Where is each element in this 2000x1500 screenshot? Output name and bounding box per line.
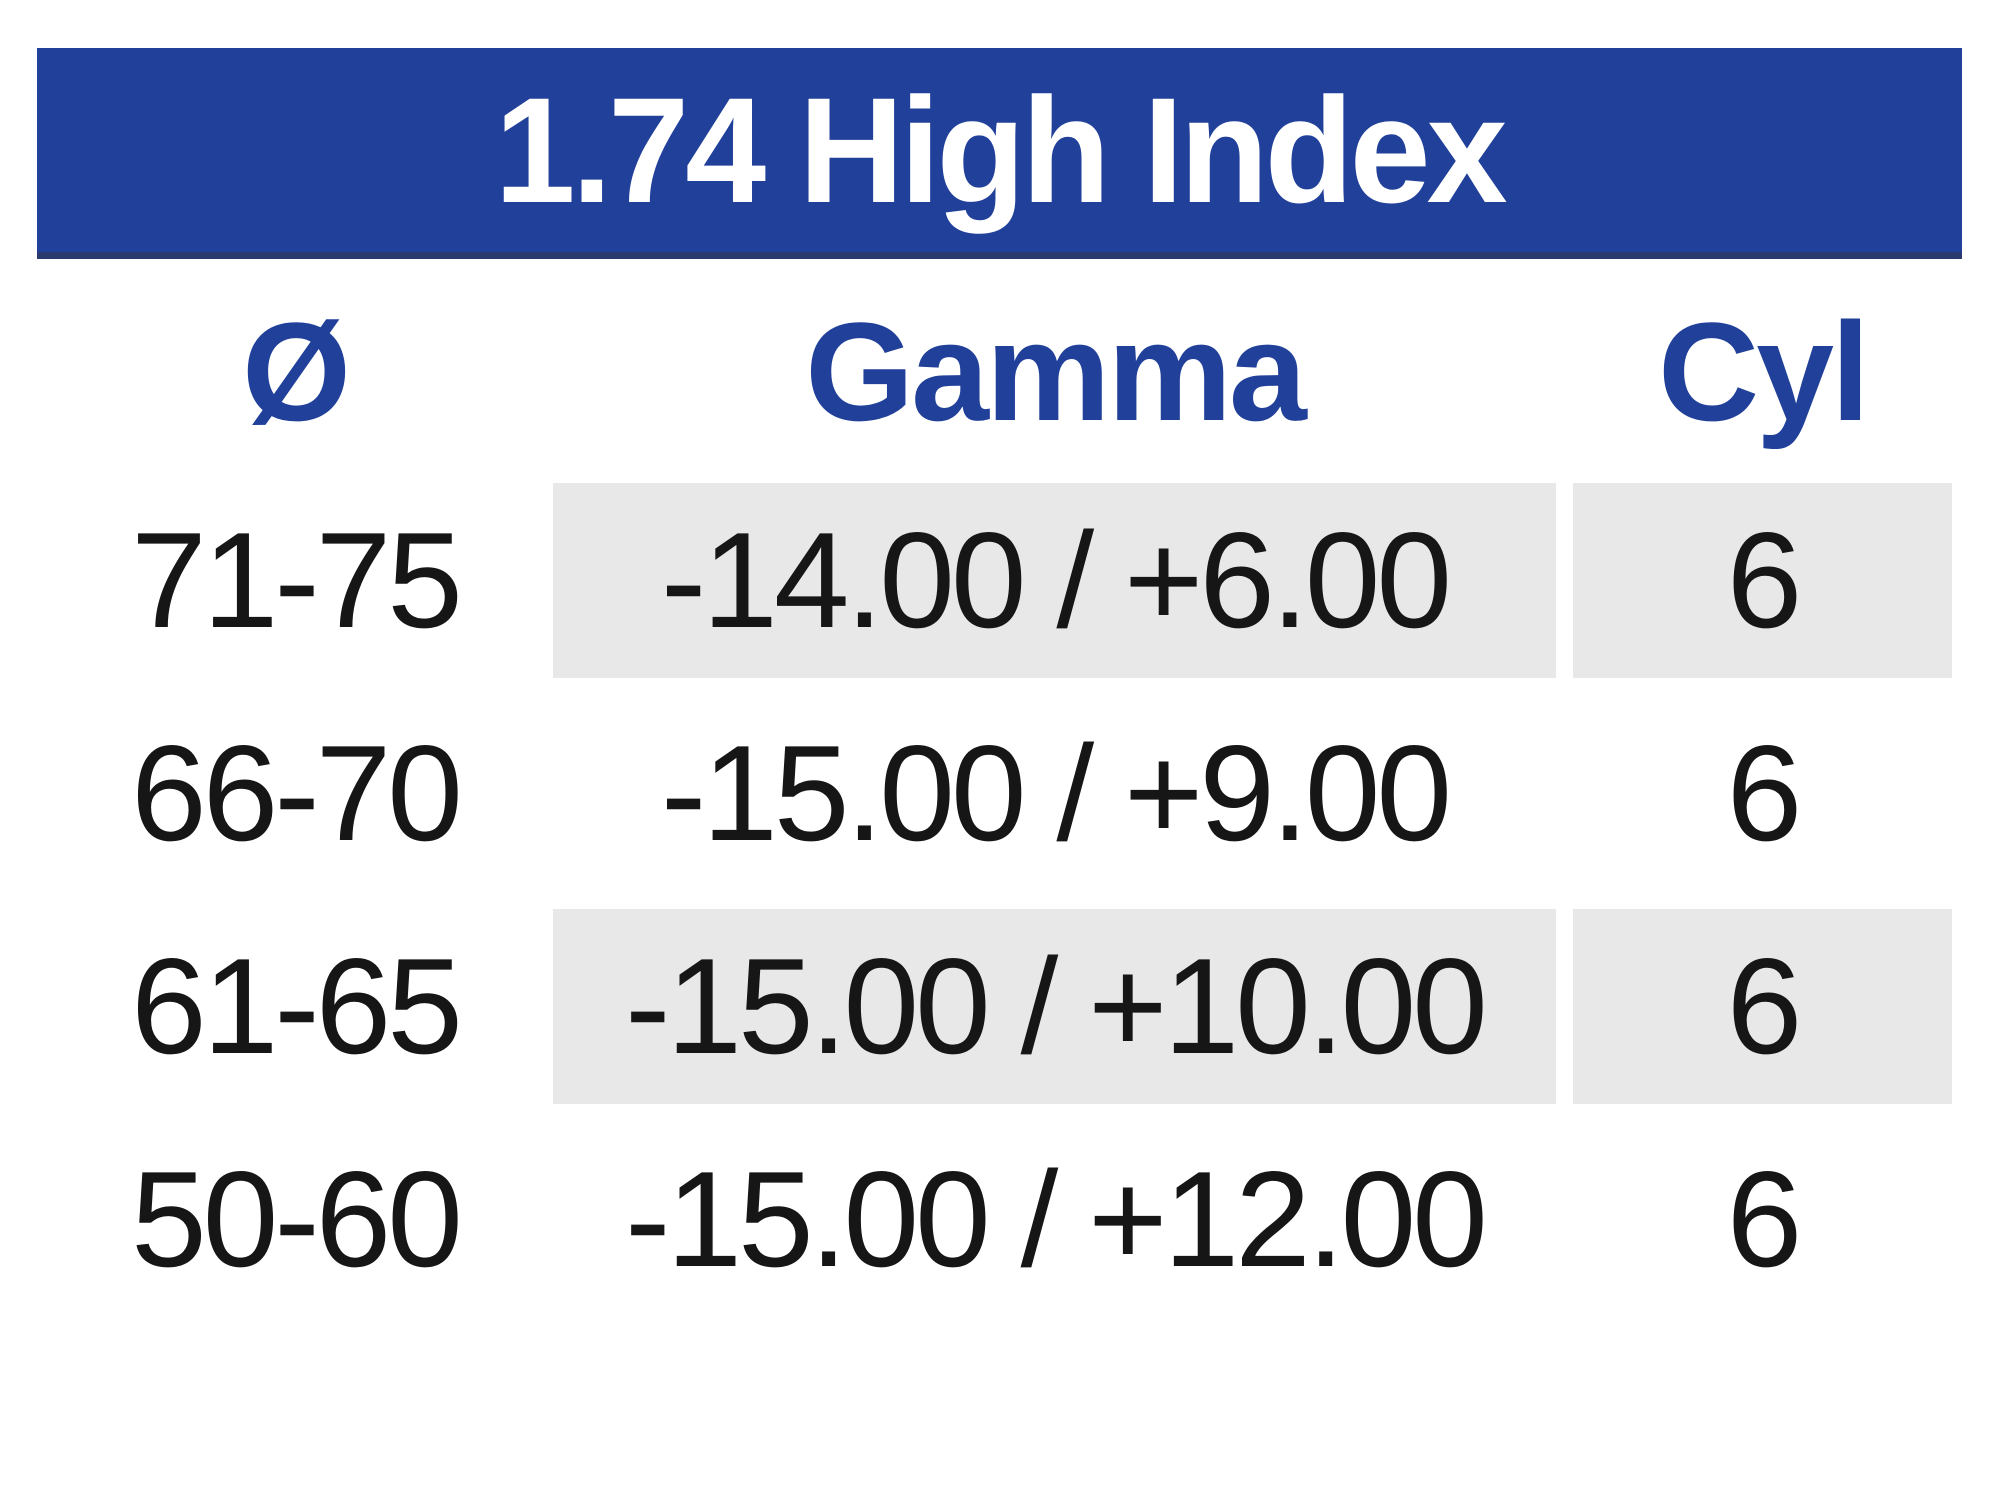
column-header-cyl: Cyl — [1658, 293, 1870, 450]
table-row: 66-70 -15.00 / +9.00 6 — [37, 696, 1952, 891]
cyl-cell: 6 — [1573, 909, 1952, 1104]
gamma-range-cell: -14.00 / +6.00 — [553, 483, 1556, 678]
diameter-cell: 66-70 — [131, 717, 463, 869]
table-row: 50-60 -15.00 / +12.00 6 — [37, 1122, 1952, 1317]
table-title: 1.74 High Index — [494, 65, 1508, 234]
table-row: 61-65 -15.00 / +10.00 6 — [37, 909, 1952, 1104]
column-header-diameter: Ø — [242, 293, 351, 450]
cyl-cell: 6 — [1726, 1143, 1803, 1295]
table-title-bar: 1.74 High Index — [37, 48, 1962, 259]
cyl-cell: 6 — [1726, 717, 1803, 869]
cyl-cell: 6 — [1573, 483, 1952, 678]
gamma-range-cell: -15.00 / +9.00 — [660, 717, 1452, 869]
diameter-cell: 71-75 — [131, 504, 463, 656]
diameter-cell: 50-60 — [131, 1143, 463, 1295]
gamma-range-cell: -15.00 / +12.00 — [625, 1143, 1488, 1295]
column-header-gamma: Gamma — [805, 293, 1307, 450]
table-row: 71-75 -14.00 / +6.00 6 — [37, 483, 1952, 678]
diameter-cell: 61-65 — [131, 930, 463, 1082]
column-header-row: Ø Gamma Cyl — [37, 262, 1952, 482]
gamma-range-cell: -15.00 / +10.00 — [553, 909, 1556, 1104]
